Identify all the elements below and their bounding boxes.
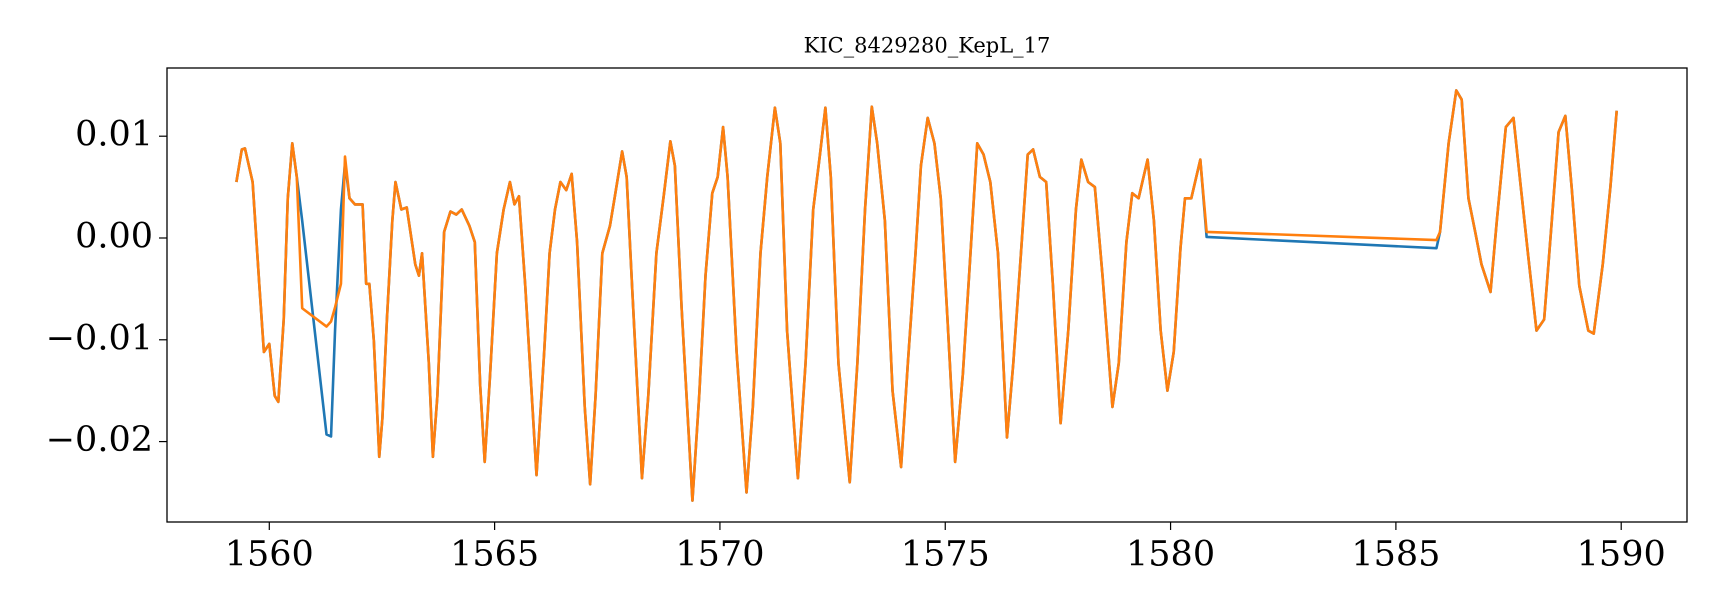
- y-tick-label: −0.01: [46, 318, 153, 358]
- data-line: [235, 89, 1618, 502]
- x-tick-label: 1560: [225, 535, 314, 575]
- y-tick-label: −0.02: [46, 420, 153, 460]
- chart-title: KIC_8429280_KepL_17: [804, 34, 1051, 58]
- x-tick-label: 1585: [1351, 535, 1440, 575]
- x-tick-label: 1565: [450, 535, 539, 575]
- plot-frame: [166, 67, 1688, 523]
- x-tick-label: 1590: [1577, 535, 1666, 575]
- x-tick-label: 1570: [675, 535, 764, 575]
- data-line: [235, 89, 1618, 502]
- y-tick-label: 0.01: [75, 115, 153, 155]
- x-tick-label: 1580: [1126, 535, 1215, 575]
- x-tick-label: 1575: [901, 535, 990, 575]
- y-tick-label: 0.00: [75, 216, 153, 256]
